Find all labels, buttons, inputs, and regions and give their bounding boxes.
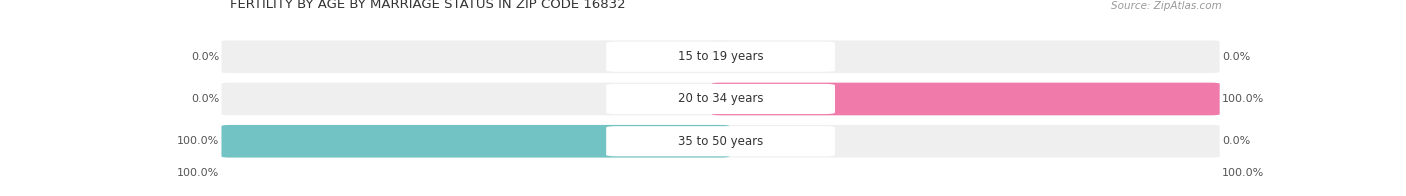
Text: 100.0%: 100.0% [1222,94,1264,104]
FancyBboxPatch shape [222,83,730,115]
Text: 0.0%: 0.0% [191,52,219,62]
Text: 0.0%: 0.0% [1222,52,1250,62]
FancyBboxPatch shape [606,126,835,156]
FancyBboxPatch shape [222,125,730,158]
Text: 100.0%: 100.0% [177,168,219,178]
Text: 20 to 34 years: 20 to 34 years [678,93,763,105]
FancyBboxPatch shape [222,40,730,73]
Text: 15 to 19 years: 15 to 19 years [678,50,763,63]
FancyBboxPatch shape [222,125,730,158]
Text: 100.0%: 100.0% [1222,168,1264,178]
Text: Source: ZipAtlas.com: Source: ZipAtlas.com [1111,1,1222,11]
FancyBboxPatch shape [711,40,1219,73]
Text: FERTILITY BY AGE BY MARRIAGE STATUS IN ZIP CODE 16832: FERTILITY BY AGE BY MARRIAGE STATUS IN Z… [231,0,626,11]
Text: 35 to 50 years: 35 to 50 years [678,135,763,148]
FancyBboxPatch shape [711,125,1219,158]
FancyBboxPatch shape [606,42,835,72]
FancyBboxPatch shape [711,83,1219,115]
Text: 100.0%: 100.0% [177,136,219,146]
Text: 0.0%: 0.0% [191,94,219,104]
FancyBboxPatch shape [711,83,1219,115]
FancyBboxPatch shape [606,84,835,114]
Text: 0.0%: 0.0% [1222,136,1250,146]
